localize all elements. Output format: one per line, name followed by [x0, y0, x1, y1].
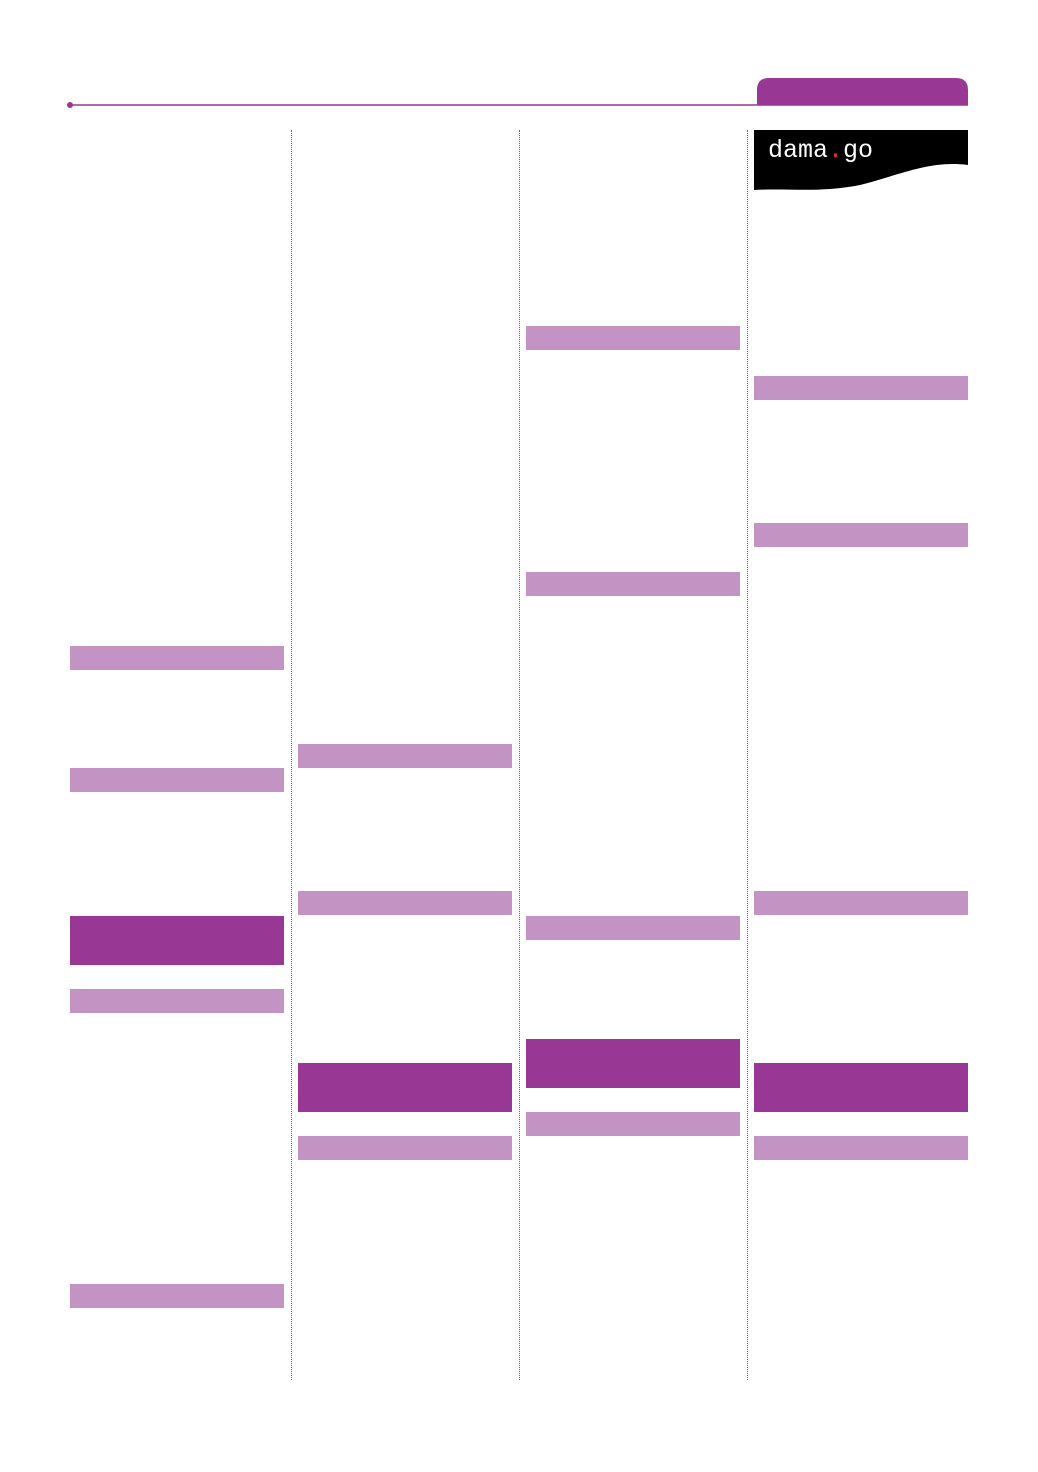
section-bar: [298, 1136, 512, 1160]
section-bar: [70, 646, 284, 670]
header-graphics: dama.go: [67, 78, 968, 190]
section-bar: [70, 989, 284, 1013]
header-tab: [757, 78, 968, 105]
rule-dot: [67, 102, 73, 108]
section-bar: [754, 523, 968, 547]
section-bar: [526, 326, 740, 350]
logo-name: dama: [768, 136, 828, 165]
section-bar: [526, 916, 740, 940]
heading-bar: [298, 1063, 512, 1112]
logo-background: [754, 130, 968, 190]
column-separator: [747, 130, 748, 1380]
logo: dama.go: [768, 136, 873, 165]
section-bar: [70, 1284, 284, 1308]
section-bar: [70, 768, 284, 792]
section-bar: [526, 1112, 740, 1136]
column-separator: [291, 130, 292, 1380]
logo-dot: .: [828, 136, 843, 165]
heading-bar: [754, 1063, 968, 1112]
section-bar: [754, 891, 968, 915]
section-bar: [298, 891, 512, 915]
section-bar: [754, 376, 968, 400]
heading-bar: [70, 916, 284, 965]
section-bar: [526, 572, 740, 596]
logo-suffix: go: [843, 136, 873, 165]
column-separator: [519, 130, 520, 1380]
heading-bar: [526, 1039, 740, 1088]
section-bar: [754, 1136, 968, 1160]
section-bar: [298, 744, 512, 768]
